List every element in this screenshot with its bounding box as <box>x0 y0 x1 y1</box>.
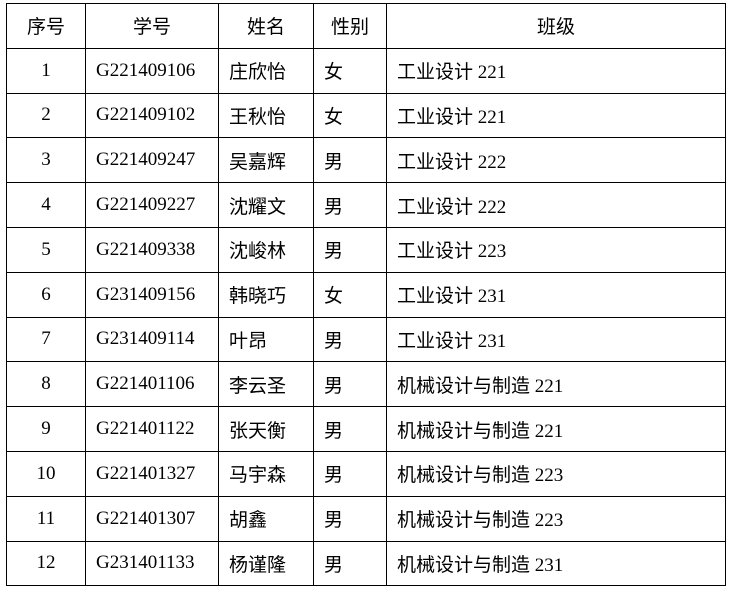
table-row: 10 G221401327 马宇森男机械设计与制造 223 <box>6 450 726 497</box>
header-cell: 班级 <box>386 3 726 49</box>
table-row: 8 G221401106 李云圣男机械设计与制造 221 <box>6 361 726 408</box>
table-cell: 工业设计 221 <box>386 92 726 139</box>
table-row: 3 G221409247 吴嘉辉男工业设计 222 <box>6 137 726 184</box>
table-row: 2 G221409102 王秋怡女工业设计 221 <box>6 92 726 139</box>
table-cell: 男 <box>313 182 387 228</box>
table-cell: 工业设计 223 <box>386 226 726 273</box>
table-cell: G221409338 <box>85 226 219 273</box>
table-row: 4 G221409227 沈耀文男工业设计 222 <box>6 182 726 228</box>
table-cell: 10 <box>6 450 86 497</box>
header-row: 序号 学号 姓名 性别 班级 <box>6 3 726 49</box>
table-cell: 杨谨隆 <box>218 540 314 587</box>
table-cell: G221401122 <box>85 406 219 452</box>
table-cell: 男 <box>313 406 387 452</box>
table-cell: 3 <box>6 137 86 184</box>
table-cell: G221409247 <box>85 137 219 184</box>
table-cell: 6 <box>6 271 86 318</box>
table-cell: 胡鑫 <box>218 495 314 542</box>
table-cell: G221409227 <box>85 182 219 228</box>
table-cell: 男 <box>313 226 387 273</box>
table-cell: 女 <box>313 92 387 139</box>
table-cell: G231409114 <box>85 316 219 363</box>
table-cell: 机械设计与制造 221 <box>386 361 726 408</box>
header-cell: 学号 <box>85 3 219 49</box>
table-cell: 女 <box>313 47 387 94</box>
header-cell: 序号 <box>6 3 86 49</box>
table-row: 5 G221409338 沈峻林男工业设计 223 <box>6 226 726 273</box>
table-cell: 张天衡 <box>218 406 314 452</box>
table-cell: 庄欣怡 <box>218 47 314 94</box>
table-cell: 男 <box>313 495 387 542</box>
table-cell: 男 <box>313 137 387 184</box>
table-cell: 7 <box>6 316 86 363</box>
table-cell: 1 <box>6 47 86 94</box>
table-row: 1 G221409106 庄欣怡女工业设计 221 <box>6 47 726 94</box>
table-cell: 工业设计 231 <box>386 316 726 363</box>
table-row: 9 G221401122 张天衡男机械设计与制造 221 <box>6 406 726 452</box>
table-cell: 12 <box>6 540 86 587</box>
table-cell: 沈耀文 <box>218 182 314 228</box>
table-cell: 机械设计与制造 231 <box>386 540 726 587</box>
table-cell: 男 <box>313 450 387 497</box>
table-cell: 8 <box>6 361 86 408</box>
table-cell: 男 <box>313 540 387 587</box>
table-cell: 马宇森 <box>218 450 314 497</box>
table-cell: G221409102 <box>85 92 219 139</box>
table-cell: 吴嘉辉 <box>218 137 314 184</box>
table-row: 7 G231409114 叶昂男工业设计 231 <box>6 316 726 363</box>
table-row: 11 G221401307 胡鑫男机械设计与制造 223 <box>6 495 726 542</box>
table-cell: 工业设计 222 <box>386 137 726 184</box>
table-cell: 机械设计与制造 223 <box>386 450 726 497</box>
table-cell: 11 <box>6 495 86 542</box>
table-cell: 沈峻林 <box>218 226 314 273</box>
table-cell: 男 <box>313 316 387 363</box>
table-cell: 韩晓巧 <box>218 271 314 318</box>
table-cell: 工业设计 221 <box>386 47 726 94</box>
table-cell: G221401327 <box>85 450 219 497</box>
table-header: 序号 学号 姓名 性别 班级 <box>6 3 726 49</box>
table-cell: 工业设计 222 <box>386 182 726 228</box>
table-cell: 5 <box>6 226 86 273</box>
table-cell: 4 <box>6 182 86 228</box>
table-cell: 叶昂 <box>218 316 314 363</box>
table-cell: 工业设计 231 <box>386 271 726 318</box>
header-cell: 性别 <box>313 3 387 49</box>
table-cell: 9 <box>6 406 86 452</box>
header-cell: 姓名 <box>218 3 314 49</box>
table-cell: 李云圣 <box>218 361 314 408</box>
table-cell: G231409156 <box>85 271 219 318</box>
student-table: 序号 学号 姓名 性别 班级 1 G221409106 庄欣怡女工业设计 221 2 G2214… <box>6 3 726 587</box>
table-body: 1 G221409106 庄欣怡女工业设计 221 2 G221409102 王秋怡女工业… <box>6 47 726 587</box>
table-cell: 机械设计与制造 223 <box>386 495 726 542</box>
table-cell: G221409106 <box>85 47 219 94</box>
table-row: 6 G231409156 韩晓巧女工业设计 231 <box>6 271 726 318</box>
table-cell: 男 <box>313 361 387 408</box>
table-cell: 王秋怡 <box>218 92 314 139</box>
table-cell: 女 <box>313 271 387 318</box>
table-cell: G221401307 <box>85 495 219 542</box>
table-cell: 机械设计与制造 221 <box>386 406 726 452</box>
table-cell: G221401106 <box>85 361 219 408</box>
table-row: 12 G231401133 杨谨隆男机械设计与制造 231 <box>6 540 726 587</box>
table-cell: G231401133 <box>85 540 219 587</box>
table-cell: 2 <box>6 92 86 139</box>
